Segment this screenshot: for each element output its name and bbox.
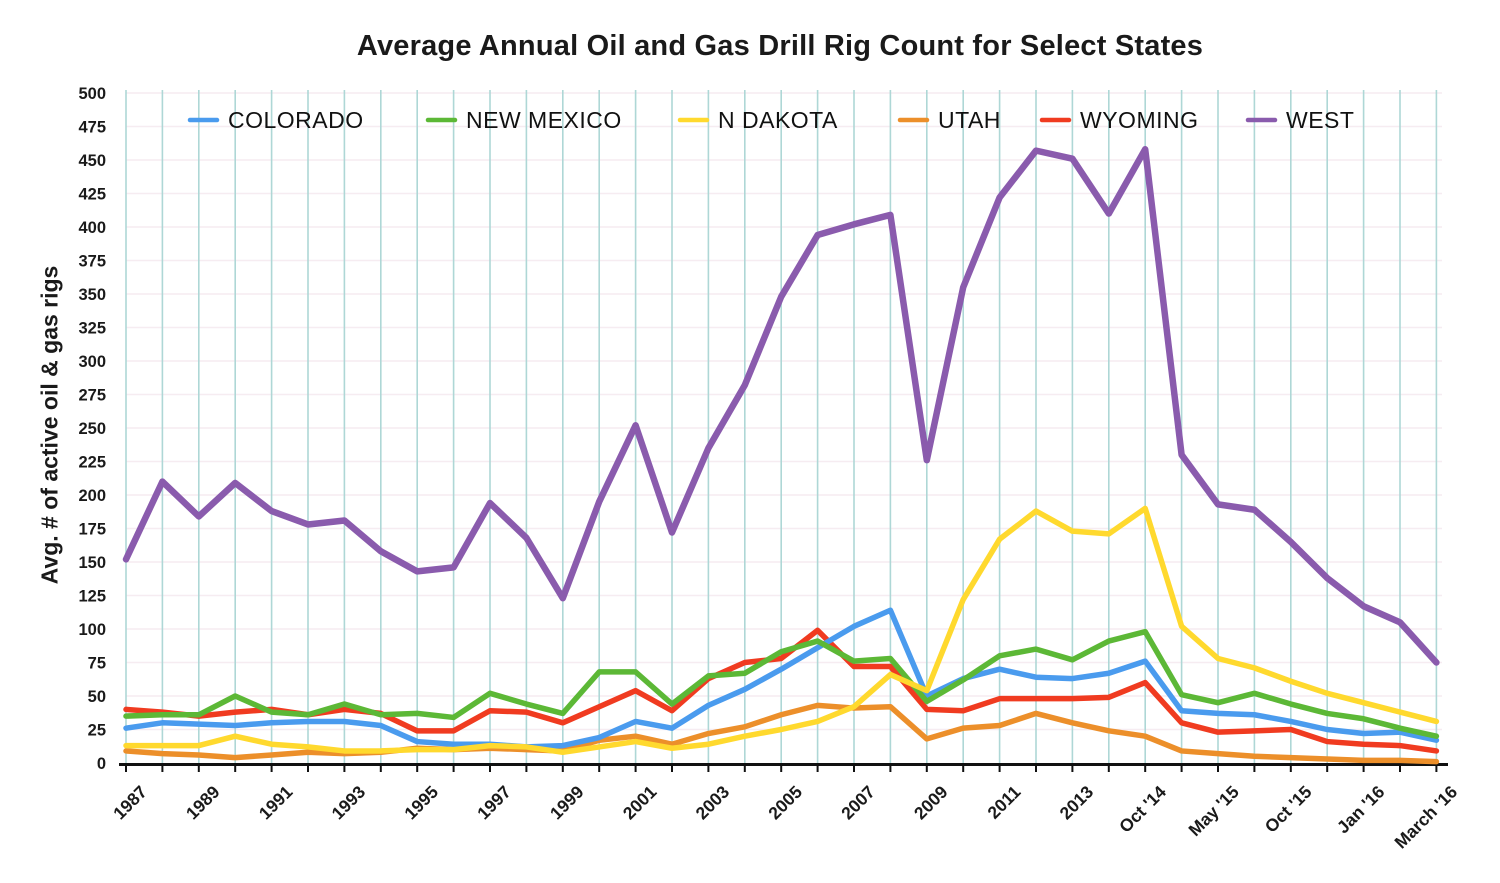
legend-label-utah[interactable]: UTAH <box>938 107 1001 133</box>
x-tick-label: 2001 <box>619 782 661 824</box>
x-tick-label: 2013 <box>1056 782 1098 824</box>
y-tick-label: 500 <box>78 85 106 103</box>
y-tick-label: 75 <box>88 655 106 673</box>
series-line-wyoming <box>123 627 1440 754</box>
x-tick-label: 1999 <box>546 782 588 824</box>
legend-label-wyoming[interactable]: WYOMING <box>1080 107 1199 133</box>
y-tick-label: 350 <box>78 286 106 304</box>
x-tick-label: 2007 <box>837 782 879 824</box>
y-tick-label: 125 <box>78 588 106 606</box>
x-tick-label: 1995 <box>400 782 442 824</box>
y-tick-label: 200 <box>78 487 106 505</box>
y-tick-label: 450 <box>78 152 106 170</box>
y-tick-label: 100 <box>78 621 106 639</box>
x-tick-label: 2003 <box>692 782 734 824</box>
y-tick-label: 475 <box>78 119 106 137</box>
x-tick-label: May '15 <box>1184 782 1243 841</box>
x-tick-label: Oct '15 <box>1261 782 1316 837</box>
x-tick-label: 2011 <box>983 781 1024 822</box>
y-tick-label: 225 <box>78 454 106 472</box>
y-tick-label: 0 <box>97 755 106 773</box>
y-axis-title: Avg. # of active oil & gas rigs <box>36 265 63 585</box>
y-tick-label: 400 <box>78 219 106 237</box>
x-tick-label: 2005 <box>764 782 806 824</box>
x-tick-label: Oct '14 <box>1115 782 1170 837</box>
y-tick-label: 175 <box>78 521 106 539</box>
legend-label-new-mexico[interactable]: NEW MEXICO <box>466 107 622 133</box>
x-tick-label: 2009 <box>910 782 952 824</box>
x-tick-label: 1987 <box>109 782 151 824</box>
x-tick-label: March '16 <box>1390 782 1461 853</box>
y-tick-label: 375 <box>78 253 106 271</box>
y-tick-label: 300 <box>78 353 106 371</box>
y-tick-label: 250 <box>78 420 106 438</box>
x-tick-label: 1993 <box>328 782 370 824</box>
y-tick-label: 25 <box>88 722 106 740</box>
y-tick-label: 425 <box>78 186 106 204</box>
y-tick-label: 325 <box>78 320 106 338</box>
series-line-new-mexico <box>123 628 1440 739</box>
x-tick-label: 1989 <box>182 782 224 824</box>
y-tick-label: 150 <box>78 554 106 572</box>
series-line-west <box>122 146 1440 666</box>
x-tick-label: Jan '16 <box>1333 782 1389 838</box>
x-tick-label: 1997 <box>473 782 515 824</box>
x-tick-label: 1991 <box>255 782 297 824</box>
series-line-n-dakota <box>123 505 1440 756</box>
y-tick-label: 50 <box>88 688 106 706</box>
chart-title: Average Annual Oil and Gas Drill Rig Cou… <box>356 30 1204 62</box>
legend-label-west[interactable]: WEST <box>1286 107 1354 133</box>
legend-label-n-dakota[interactable]: N DAKOTA <box>718 107 838 133</box>
legend-label-colorado[interactable]: COLORADO <box>228 107 364 133</box>
y-tick-label: 275 <box>78 387 106 405</box>
series-line-colorado <box>123 607 1440 750</box>
